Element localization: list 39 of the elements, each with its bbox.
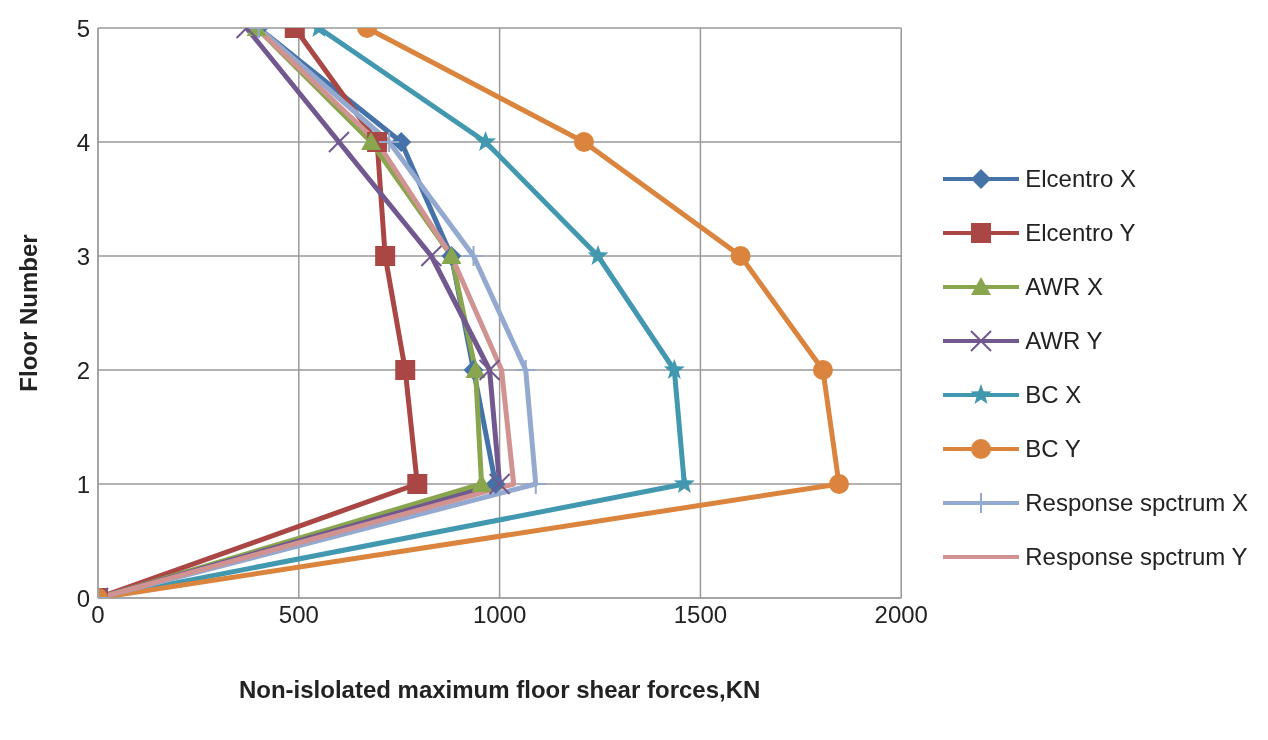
y-tick-label: 0 [76,584,90,612]
point [378,131,401,153]
x-tick-label: 1500 [673,601,728,629]
x-axis-title: Non-islolated maximum floor shear forces,KN [238,676,761,703]
point [471,474,492,492]
point [828,474,849,494]
point [327,131,350,153]
point [391,132,412,152]
point [361,132,382,150]
point [573,132,594,152]
point [587,245,609,265]
y-tick-label: 1 [76,470,90,498]
x-tick-label: 1000 [472,601,527,629]
legend-label: Response spctrum Y [1025,543,1248,571]
point [475,131,497,151]
y-tick-label: 4 [76,128,90,156]
legend-label: BC X [1025,381,1082,409]
legend-label: BC Y [1025,435,1081,463]
y-tick-label: 2 [76,356,90,384]
point [462,245,485,267]
point [488,473,511,495]
y-tick-label: 5 [76,14,90,42]
point [375,246,396,266]
point [395,360,416,380]
point [420,245,443,267]
legend-label: Elcentro Y [1025,219,1136,247]
point [407,474,428,494]
legend-label: Elcentro X [1025,165,1136,193]
point [812,360,833,380]
x-tick-label: 2000 [874,601,928,629]
legend-label: AWR X [1025,273,1104,301]
point [478,359,501,381]
legend-label: Response spctrum X [1025,489,1248,517]
y-tick-label: 3 [76,242,90,270]
legend-label: AWR Y [1025,327,1103,355]
point [730,246,751,266]
y-axis-title: Floor Number [14,234,42,392]
x-tick-label: 500 [278,601,319,629]
point [663,359,685,379]
